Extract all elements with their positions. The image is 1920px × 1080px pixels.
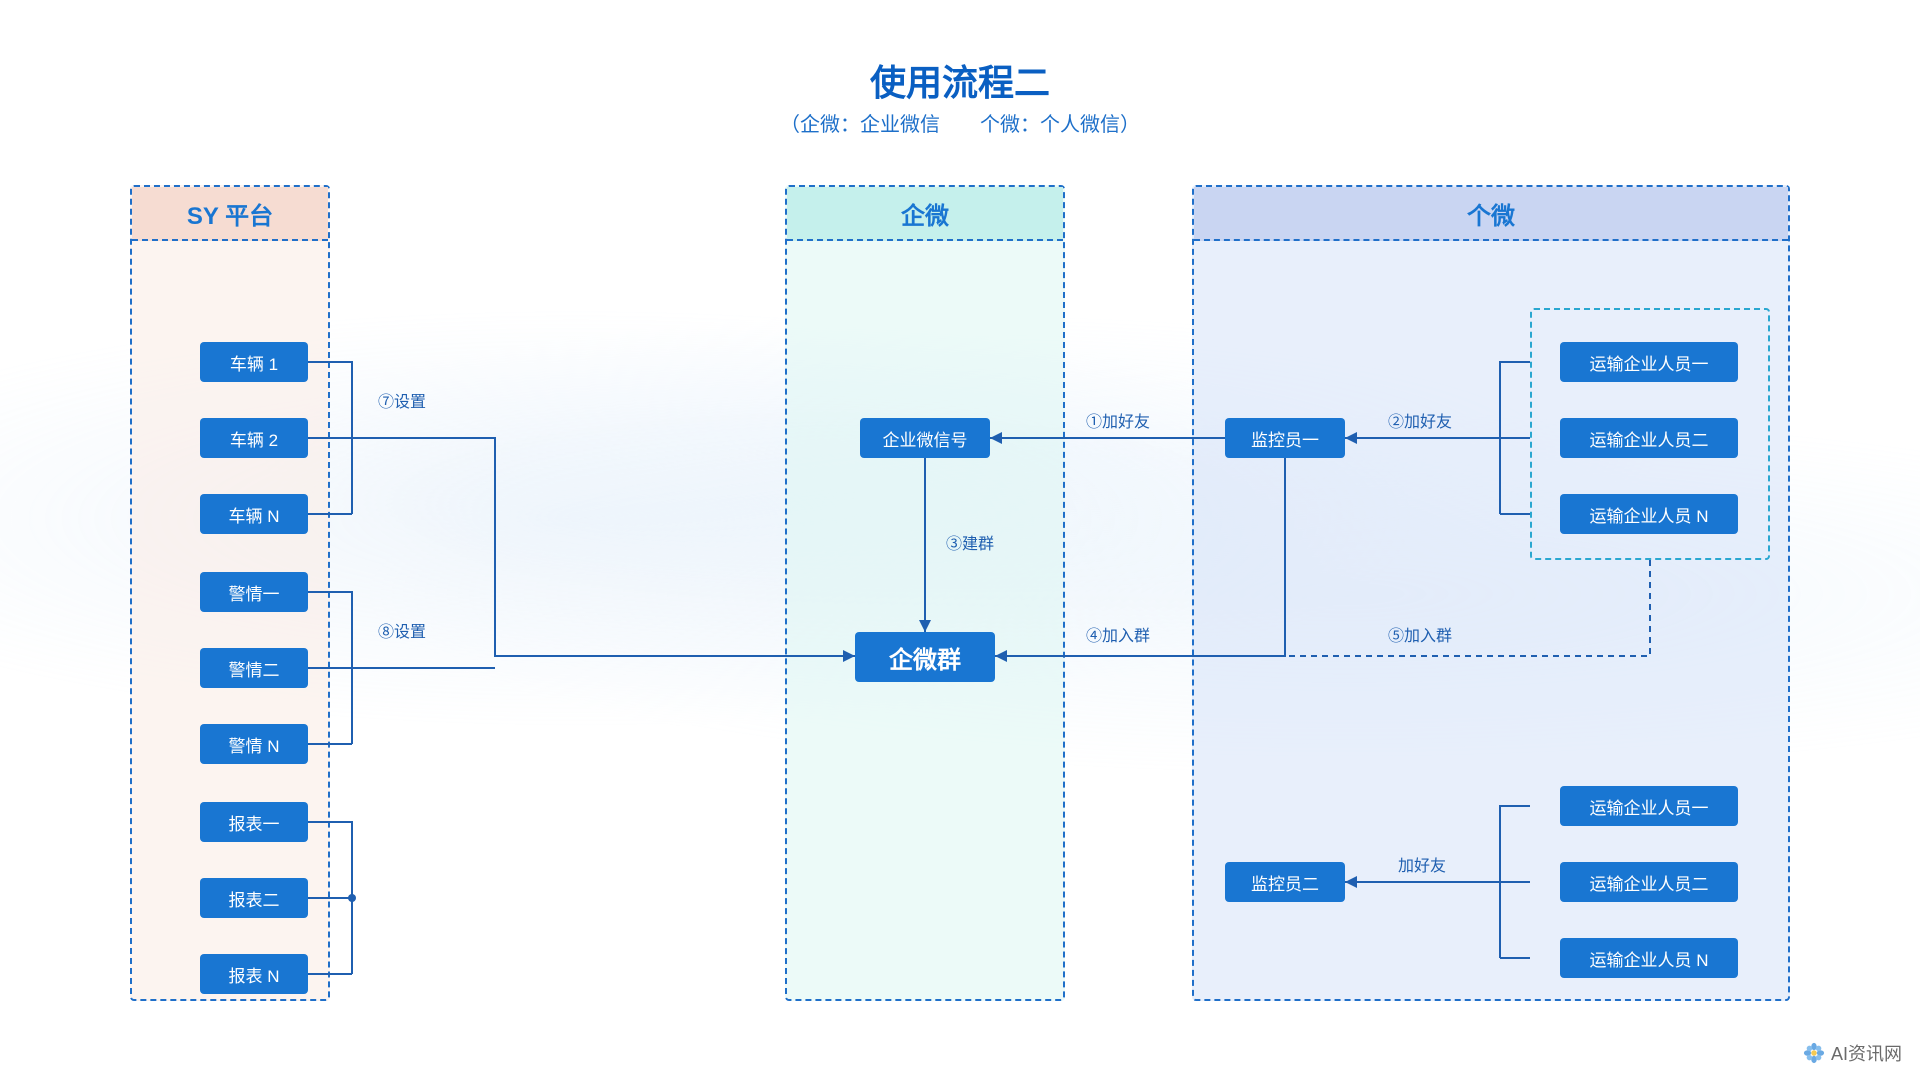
page-title: 使用流程二 (0, 54, 1920, 106)
node-alert2: 警情二 (200, 648, 308, 688)
node-rptN: 报表 N (200, 954, 308, 994)
node-alert1: 警情一 (200, 572, 308, 612)
node-vehN: 车辆 N (200, 494, 308, 534)
edge-label-e7: ⑦设置 (378, 388, 426, 412)
node-alertN: 警情 N (200, 724, 308, 764)
node-veh1: 车辆 1 (200, 342, 308, 382)
node-ent1a: 运输企业人员一 (1560, 342, 1738, 382)
watermark: AI资讯网 (1803, 1040, 1902, 1066)
node-veh2: 车辆 2 (200, 418, 308, 458)
page-subtitle: （企微：企业微信 个微：个人微信） (0, 108, 1920, 137)
flower-icon (1803, 1042, 1825, 1064)
edge-label-e3: ③建群 (946, 530, 994, 554)
panel-sy-header: SY 平台 (132, 187, 328, 241)
watermark-text: AI资讯网 (1831, 1040, 1902, 1066)
node-ent1b: 运输企业人员二 (1560, 418, 1738, 458)
panel-gw-header: 个微 (1194, 187, 1788, 241)
node-qwAccount: 企业微信号 (860, 418, 990, 458)
node-rpt1: 报表一 (200, 802, 308, 842)
node-qwGroup: 企微群 (855, 632, 995, 682)
edge-label-e1: ①加好友 (1086, 408, 1150, 432)
edge-label-e_add2: 加好友 (1398, 852, 1446, 876)
node-ent1c: 运输企业人员 N (1560, 494, 1738, 534)
edge-label-e5: ⑤加入群 (1388, 622, 1452, 646)
node-mon2: 监控员二 (1225, 862, 1345, 902)
node-ent2b: 运输企业人员二 (1560, 862, 1738, 902)
edge-label-e8: ⑧设置 (378, 618, 426, 642)
node-ent2a: 运输企业人员一 (1560, 786, 1738, 826)
edge-label-e4: ④加入群 (1086, 622, 1150, 646)
node-mon1: 监控员一 (1225, 418, 1345, 458)
panel-enterprise-wechat: 企微 (785, 185, 1065, 1001)
edge-label-e2: ②加好友 (1388, 408, 1452, 432)
node-rpt2: 报表二 (200, 878, 308, 918)
panel-qw-header: 企微 (787, 187, 1063, 241)
node-ent2c: 运输企业人员 N (1560, 938, 1738, 978)
